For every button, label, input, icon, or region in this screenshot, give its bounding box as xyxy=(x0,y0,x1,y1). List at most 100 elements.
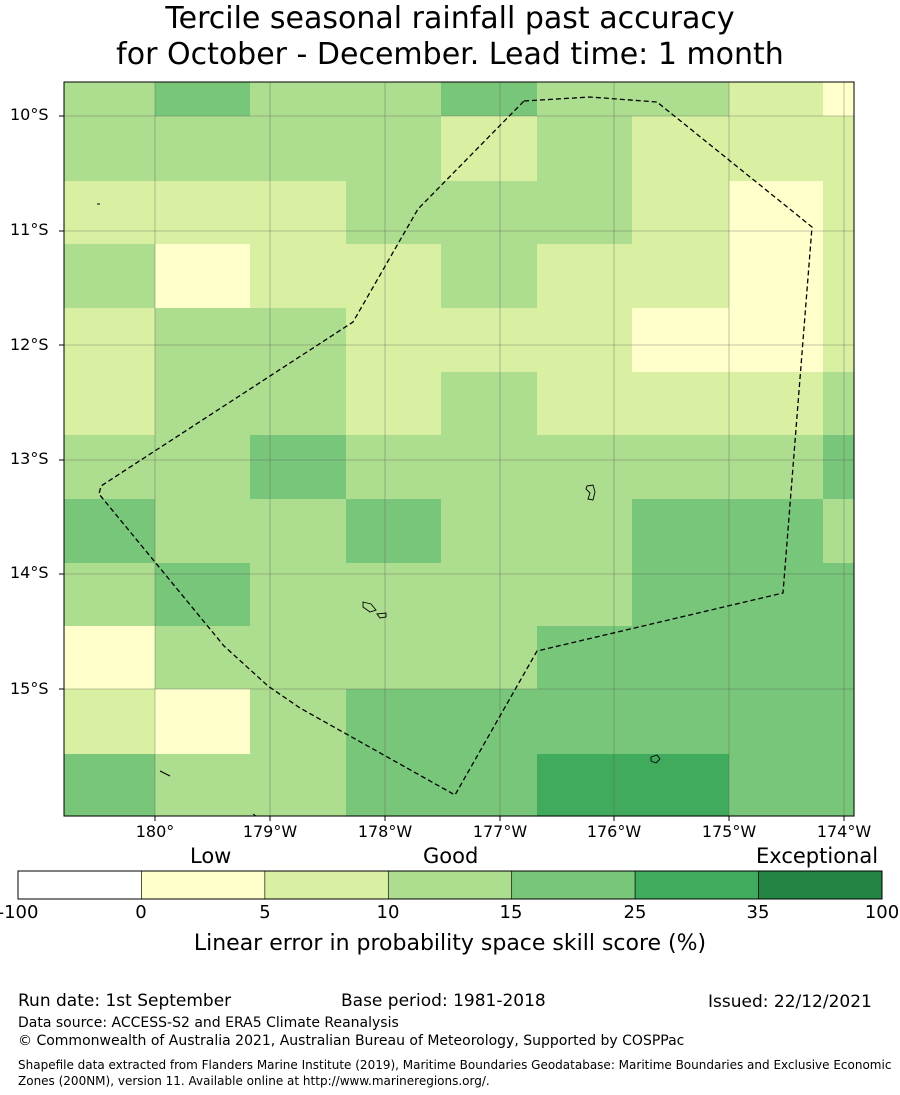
grid-cell xyxy=(729,181,824,245)
grid-cell xyxy=(632,372,730,436)
grid-cell xyxy=(632,499,730,564)
grid-cell xyxy=(441,181,538,245)
colorbar-tick: 35 xyxy=(746,902,770,923)
colorbar-tick: 10 xyxy=(376,902,400,923)
grid-cell xyxy=(729,626,824,690)
grid-cell xyxy=(632,563,730,627)
shapefile-credit-line-2: Zones (200NM), version 11. Available onl… xyxy=(18,1074,490,1088)
grid-cell xyxy=(632,435,730,500)
grid-cell xyxy=(729,499,824,564)
grid-cell xyxy=(155,499,251,564)
grid-cell xyxy=(64,372,156,436)
grid-cell xyxy=(346,372,442,436)
grid-cell xyxy=(250,244,347,309)
grid-cell xyxy=(346,308,442,373)
grid-cell xyxy=(250,754,347,817)
grid-cell xyxy=(250,116,347,182)
grid-cell xyxy=(537,626,633,690)
issued-date: Issued: 22/12/2021 xyxy=(708,992,872,1012)
grid-cell xyxy=(823,689,855,755)
grid-cell xyxy=(729,689,824,755)
grid-cell xyxy=(250,181,347,245)
grid-cell xyxy=(823,116,855,182)
category-low: Low xyxy=(190,844,232,868)
grid-cell xyxy=(441,372,538,436)
lat-label-13s: 13°S xyxy=(10,449,49,468)
grid-cell xyxy=(632,689,730,755)
grid-cell xyxy=(823,181,855,245)
grid-cell xyxy=(441,499,538,564)
grid-cell xyxy=(346,116,442,182)
grid-cell xyxy=(441,82,538,117)
grid-cell xyxy=(441,308,538,373)
colorbar-tick: 0 xyxy=(135,902,147,923)
grid-cell xyxy=(250,372,347,436)
grid-cell xyxy=(64,244,156,309)
grid-cell xyxy=(155,372,251,436)
grid-cell xyxy=(441,244,538,309)
grid-cell xyxy=(537,244,633,309)
lon-label-175w: 175°W xyxy=(701,822,757,841)
grid-cell xyxy=(729,435,824,500)
lat-label-10s: 10°S xyxy=(10,105,49,124)
grid-cell xyxy=(64,116,156,182)
grid-cell xyxy=(346,82,442,117)
grid-cell xyxy=(823,626,855,690)
colorbar-swatch xyxy=(17,870,142,900)
grid-cell xyxy=(346,563,442,627)
colorbar-tick: 5 xyxy=(259,902,271,923)
grid-cell xyxy=(537,181,633,245)
grid-cell xyxy=(250,308,347,373)
colorbar-tick: 25 xyxy=(623,902,647,923)
grid-cell xyxy=(155,435,251,500)
lat-label-12s: 12°S xyxy=(10,335,49,354)
grid-cell xyxy=(346,244,442,309)
grid-cell xyxy=(441,116,538,182)
grid-cell xyxy=(537,308,633,373)
grid-cell xyxy=(64,181,156,245)
colorbar xyxy=(17,870,883,900)
grid-cell xyxy=(823,308,855,373)
grid-cell xyxy=(250,626,347,690)
grid-cell xyxy=(537,754,633,817)
island-outline xyxy=(650,754,661,764)
grid-cell xyxy=(632,82,730,117)
grid-cell xyxy=(64,499,156,564)
grid-cell xyxy=(346,499,442,564)
grid-cell xyxy=(632,754,730,817)
colorbar-label: Linear error in probability space skill … xyxy=(193,931,707,956)
graticule xyxy=(59,82,854,821)
colorbar-swatch xyxy=(634,870,759,900)
grid-cells xyxy=(64,82,855,817)
island-outline xyxy=(159,770,171,777)
island-outline xyxy=(585,484,596,501)
copyright: © Commonwealth of Australia 2021, Austra… xyxy=(18,1033,685,1049)
lat-label-14s: 14°S xyxy=(10,563,49,582)
island-outline xyxy=(376,612,387,619)
colorbar-swatch xyxy=(511,870,636,900)
colorbar-swatch xyxy=(387,870,513,900)
grid-cell xyxy=(155,116,251,182)
grid-cell xyxy=(155,626,251,690)
grid-cell xyxy=(64,82,156,117)
grid-cell xyxy=(632,626,730,690)
colorbar-swatch xyxy=(758,870,883,900)
grid-cell xyxy=(250,563,347,627)
shapefile-credit-line-1: Shapefile data extracted from Flanders M… xyxy=(18,1058,892,1072)
grid-cell xyxy=(729,372,824,436)
grid-cell xyxy=(823,82,855,117)
lon-label-179w: 179°W xyxy=(242,822,298,841)
grid-cell xyxy=(823,563,855,627)
grid-cell xyxy=(729,116,824,182)
grid-cell xyxy=(250,82,347,117)
grid-cell xyxy=(250,689,347,755)
colorbar-tick: 15 xyxy=(499,902,523,923)
map-title-line-2: for October - December. Lead time: 1 mon… xyxy=(116,37,784,72)
colorbar-swatch xyxy=(141,870,266,900)
grid-cell xyxy=(346,626,442,690)
grid-cell xyxy=(823,244,855,309)
grid-cell xyxy=(155,689,251,755)
grid-cell xyxy=(729,754,824,817)
lon-label-174w: 174°W xyxy=(816,822,872,841)
colorbar-swatch xyxy=(264,870,389,900)
